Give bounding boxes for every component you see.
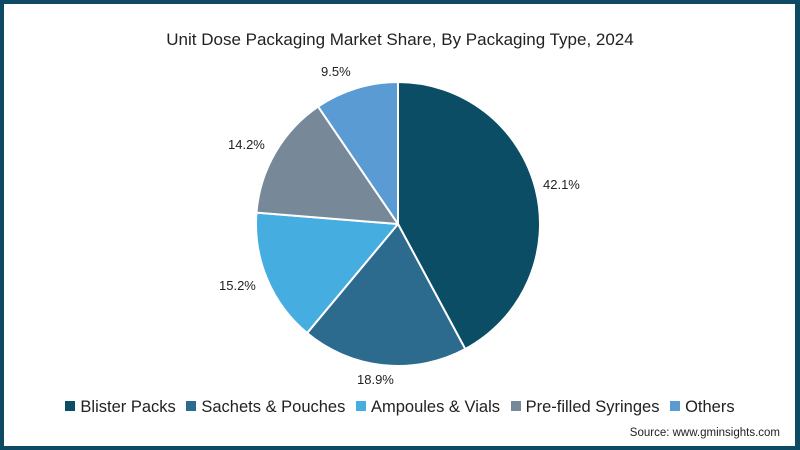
slice-prefilled-syringes[interactable]	[255, 105, 399, 225]
legend-label: Pre-filled Syringes	[525, 398, 660, 416]
label-prefilled-syringes: 14.2%	[228, 137, 265, 152]
legend-swatch	[670, 401, 681, 411]
label-blister-packs: 42.1%	[543, 177, 580, 192]
legend-item-sachets-pouches[interactable]: Sachets & Pouches	[186, 398, 345, 417]
slice-others[interactable]	[317, 81, 399, 225]
label-sachets-pouches: 18.9%	[357, 372, 394, 387]
legend-label: Blister Packs	[80, 398, 176, 416]
legend-label: Ampoules & Vials	[370, 398, 500, 416]
slice-ampoules-vials[interactable]	[255, 211, 399, 335]
legend-swatch	[355, 401, 366, 411]
legend-swatch	[186, 401, 197, 411]
legend-label: Others	[685, 398, 735, 416]
legend-item-prefilled-syringes[interactable]: Pre-filled Syringes	[510, 398, 660, 417]
slice-sachets-pouches[interactable]	[306, 223, 467, 367]
label-others: 9.5%	[321, 64, 351, 79]
legend-item-others[interactable]: Others	[670, 398, 735, 417]
source-note: Source: www.gminsights.com	[629, 427, 780, 439]
legend-swatch	[65, 401, 76, 411]
legend-label: Sachets & Pouches	[201, 398, 346, 416]
legend-item-blister-packs[interactable]: Blister Packs	[65, 398, 176, 417]
label-ampoules-vials: 15.2%	[219, 278, 256, 293]
chart-title: Unit Dose Packaging Market Share, By Pac…	[166, 30, 634, 49]
slice-blister-packs[interactable]	[397, 81, 541, 351]
legend-swatch	[510, 401, 521, 411]
legend: Blister Packs Sachets & Pouches Ampoules…	[0, 398, 800, 417]
legend-item-ampoules-vials[interactable]: Ampoules & Vials	[355, 398, 500, 417]
